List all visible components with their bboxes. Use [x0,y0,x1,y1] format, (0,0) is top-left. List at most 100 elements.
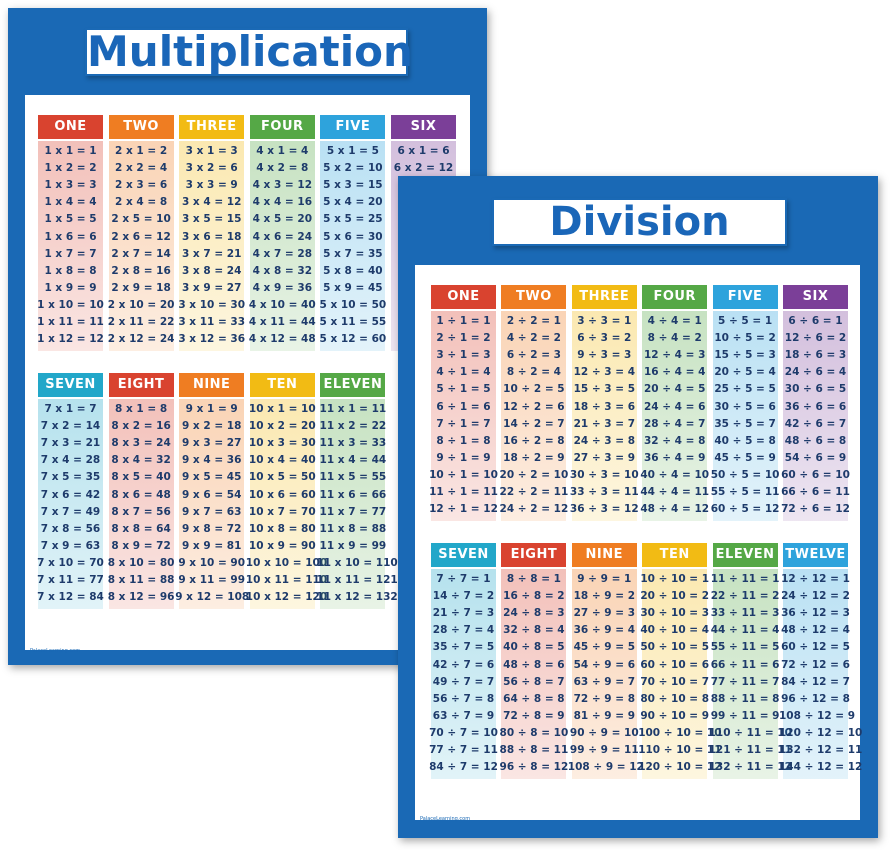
column-header: EIGHT [108,373,174,397]
equation: 56 ÷ 7 = 8 [432,692,495,705]
equation: 7 x 2 = 14 [40,420,101,433]
equation: 4 x 3 = 12 [252,179,312,192]
equation: 8 x 9 = 72 [111,539,171,552]
equation: 4 ÷ 1 = 4 [436,366,491,379]
equation: 9 x 1 = 9 [185,403,238,415]
equation: 22 ÷ 11 = 2 [710,590,780,603]
column-body [431,311,496,521]
equation: 10 ÷ 1 = 10 [429,468,498,481]
equation: 132 ÷ 11 = 12 [708,761,792,774]
equation: 11 x 6 = 66 [319,488,387,501]
equation: 30 ÷ 10 = 3 [640,607,710,620]
equation: 33 ÷ 11 = 3 [710,607,780,620]
equation: 36 ÷ 9 = 4 [573,624,636,637]
equation: 24 ÷ 4 = 6 [643,400,706,413]
equation: 4 x 1 = 4 [256,145,309,157]
equation: 9 x 3 = 27 [181,437,242,450]
equation: 11 x 4 = 44 [319,454,387,467]
equation: 28 ÷ 7 = 4 [432,624,495,637]
equation: 7 x 7 = 49 [40,505,101,518]
equation: 55 ÷ 11 = 5 [710,641,780,654]
equation: 4 x 11 = 44 [248,316,316,328]
equation: 27 ÷ 3 = 9 [573,451,636,464]
poster-title: Multiplication [85,27,413,76]
equation: 10 x 6 = 60 [248,488,316,501]
equation: 7 x 3 = 21 [40,437,101,450]
equation: 30 ÷ 6 = 5 [784,383,847,396]
equation: 5 x 1 = 5 [326,145,379,157]
equation: 4 x 4 = 16 [252,196,312,209]
column-body [108,141,174,351]
column-header: SEVEN [431,543,496,567]
equation: 2 x 6 = 12 [111,230,171,243]
equation: 10 x 10 = 100 [245,556,328,569]
equation: 36 ÷ 6 = 6 [784,400,847,413]
equation: 5 ÷ 5 = 1 [718,315,773,327]
equation: 27 ÷ 9 = 3 [573,607,636,620]
equation: 7 x 5 = 35 [40,471,101,484]
equation: 8 x 8 = 64 [111,522,171,535]
equation: 14 ÷ 7 = 2 [432,590,495,603]
equation: 80 ÷ 10 = 8 [640,692,710,705]
equation: 15 ÷ 3 = 5 [573,383,636,396]
equation: 121 ÷ 11 = 11 [708,744,792,756]
equation: 11 x 11 = 121 [316,574,398,586]
equation: 5 x 11 = 55 [319,316,387,328]
equation: 77 ÷ 11 = 7 [710,675,780,688]
equation: 40 ÷ 8 = 5 [503,641,565,654]
equation: 6 ÷ 6 = 1 [788,315,843,327]
column-header: FIVE [320,115,386,139]
equation: 6 ÷ 2 = 3 [506,349,561,362]
equation: 5 x 2 = 10 [323,162,383,175]
column-body [642,311,708,521]
equation: 11 x 2 = 22 [319,420,387,433]
column-body [712,569,778,779]
equation: 40 ÷ 10 = 4 [640,624,710,637]
equation: 11 x 7 = 77 [319,505,387,518]
equation: 48 ÷ 12 = 4 [781,624,850,637]
equation: 110 ÷ 11 = 10 [708,726,792,739]
equation: 40 ÷ 4 = 10 [640,468,710,481]
equation: 5 x 6 = 30 [323,230,383,243]
equation: 84 ÷ 12 = 7 [781,675,850,688]
equation: 18 ÷ 3 = 6 [573,400,636,413]
equation: 2 x 7 = 14 [111,247,171,260]
equation: 9 ÷ 1 = 9 [436,451,491,464]
equation: 1 x 8 = 8 [44,264,97,277]
equation: 7 x 4 = 28 [40,454,101,467]
equation: 8 x 7 = 56 [111,505,171,518]
equation: 7 x 12 = 84 [37,591,104,604]
equation: 10 x 4 = 40 [248,454,316,467]
equation: 8 ÷ 2 = 4 [506,366,561,379]
equation: 4 ÷ 4 = 1 [647,315,702,327]
equation: 60 ÷ 12 = 5 [781,641,850,654]
equation: 42 ÷ 6 = 7 [784,417,847,430]
column-header: EIGHT [501,543,567,567]
equation: 9 x 11 = 99 [178,574,246,586]
equation: 5 x 7 = 35 [323,247,383,260]
equation: 10 ÷ 10 = 1 [640,573,710,585]
equation: 5 ÷ 1 = 5 [436,383,491,396]
equation: 64 ÷ 8 = 8 [503,692,565,705]
equation: 63 ÷ 7 = 9 [432,709,495,722]
equation: 99 ÷ 9 = 11 [569,744,639,756]
column-body [571,569,637,779]
equation: 25 ÷ 5 = 5 [714,383,776,396]
equation: 44 ÷ 4 = 11 [640,486,710,498]
equation: 33 ÷ 3 = 11 [569,486,639,498]
equation: 66 ÷ 11 = 6 [710,658,780,671]
equation: 3 x 6 = 18 [181,230,242,243]
equation: 10 ÷ 2 = 5 [503,383,565,396]
equation: 10 x 12 = 120 [245,591,328,604]
equation: 8 ÷ 1 = 8 [436,434,491,447]
equation: 8 x 3 = 24 [111,437,171,450]
equation: 4 x 8 = 32 [252,264,312,277]
equation: 11 x 3 = 33 [319,437,387,450]
equation: 99 ÷ 11 = 9 [710,709,780,722]
equation: 18 ÷ 2 = 9 [503,451,565,464]
column-header: SEVEN [38,373,103,397]
equation: 10 x 1 = 10 [248,403,316,415]
equation: 11 ÷ 11 = 1 [710,573,780,585]
equation: 44 ÷ 11 = 4 [710,624,780,637]
equation: 7 ÷ 7 = 1 [436,573,491,585]
